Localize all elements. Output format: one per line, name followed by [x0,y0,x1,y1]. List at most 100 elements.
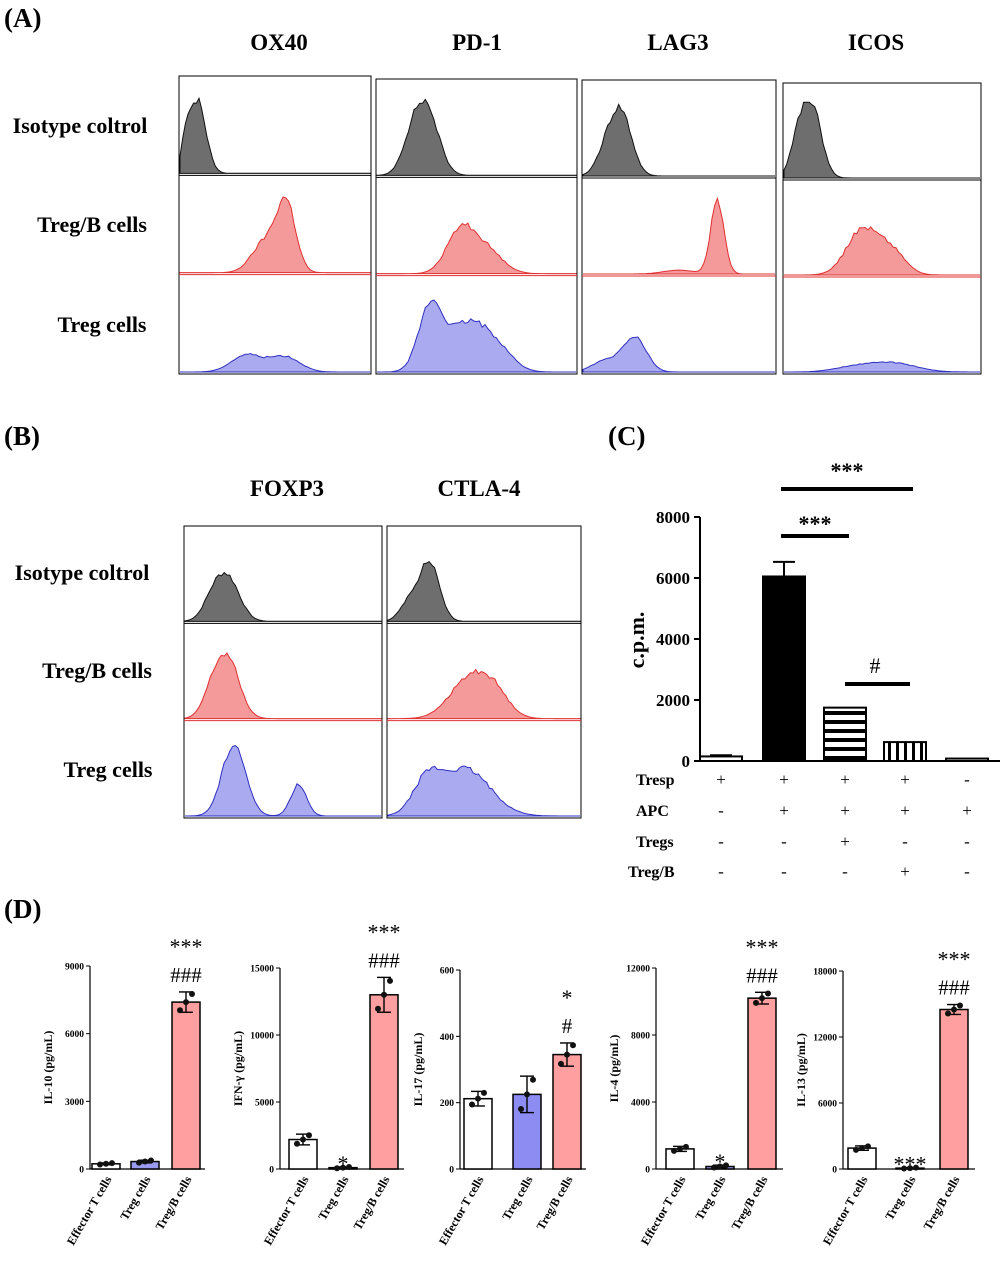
panel-c-condition-label: Tresp [636,772,675,789]
panel-c-condition-label: Tregs [636,834,674,851]
panel-b-frame-ctla4 [386,525,582,819]
panel-d-significance: * [562,985,573,1010]
panel-c-ylabel: c.p.m. [624,612,649,669]
panel-c-bar-1 [699,755,743,762]
panel-c-condition-sign: + [900,770,910,789]
panel-d-ytick-label: 6000 [818,1100,837,1110]
panel-d-category-label: Treg/B cells [153,1173,195,1232]
panel-d-category-label: Treg/B cells [351,1173,393,1232]
panel-d-ytick-label: 4000 [631,1099,650,1109]
panel-c-condition-sign: - [842,862,848,881]
panel-d-data-point [177,1007,183,1014]
panel-c-chart: c.p.m. *** *** # 0 2000 4000 6000 8000 Tresp… [624,458,1000,881]
panel-d-data-point [711,1164,717,1171]
panel-c-condition-sign: + [779,770,789,789]
panel-d-bar-3 [939,1008,969,1170]
panel-c-ytick-label: 2000 [656,691,690,710]
panel-d-data-point [346,1164,352,1171]
panel-b-row-treg: Treg cells [64,757,153,782]
panel-d-bar-1 [463,1097,493,1170]
panel-d-significance: *** [894,1152,927,1177]
panel-d-significance: *** [368,919,401,944]
panel-c-bar-2 [762,575,806,762]
panel-d-category-label: Effector T cells [261,1173,312,1247]
panel-d-data-point [183,999,189,1006]
panel-d-ytick-label: 9000 [65,963,84,973]
panel-d-chart-4: 0 4000 8000 12000 IL-4 (pg/mL) Effector T cel… [607,934,783,1247]
panel-c-ytick-label: 0 [682,752,691,771]
panel-c-condition-sign: - [718,832,724,851]
panel-c-condition-sign: + [900,862,910,881]
panel-c-condition-sign: + [962,801,972,820]
panel-c-bar-4 [883,741,927,763]
panel-d-data-point [765,990,771,997]
panel-d-data-point [671,1147,677,1154]
panel-c-condition-sign: - [718,862,724,881]
panel-d-ytick-label: 0 [79,1166,84,1176]
panel-c-sig-mid: *** [799,511,832,536]
panel-d-data-point [189,990,195,997]
panel-d-ytick-label: 8000 [631,1032,650,1042]
panel-a-histogram-ox40-tregb [179,196,371,274]
panel-c-condition-label: Treg/B [628,864,675,881]
panel-c-condition-sign: + [900,801,910,820]
panel-d-data-point [913,1164,919,1171]
panel-a-marker-lag3: LAG3 [647,30,708,55]
panel-c-condition-sign: - [964,770,970,789]
panel-a-histogram-pd1-tregb [376,222,577,275]
panel-d-bar-3 [369,994,399,1170]
panel-c-bar-5 [945,757,989,762]
panel-d-bar-1 [847,1147,877,1170]
panel-d-data-point [853,1146,859,1153]
panel-c-ytick-label: 4000 [656,630,690,649]
panel-a-label: (A) [4,3,41,33]
panel-d-data-point [957,1002,963,1009]
panel-d-category-label: Treg/B cells [921,1173,963,1232]
panel-d-ytick-label: 12000 [813,1034,837,1044]
panel-b-marker-foxp3: FOXP3 [250,476,324,501]
panel-d-bar-3 [747,997,777,1170]
panel-c-condition-sign: + [840,770,850,789]
panel-d-ytick-label: 0 [269,1166,274,1176]
panel-d-significance: ### [170,963,202,987]
panel-d-ytick-label: 5000 [255,1099,274,1109]
panel-a-histogram-ox40-isotype [179,96,371,174]
panel-d-data-point [340,1164,346,1171]
panel-d-ytick-label: 200 [440,1099,455,1109]
panel-d-ytick-label: 10000 [250,1032,274,1042]
panel-c-condition-sign: - [902,832,908,851]
panel-d-data-point [564,1051,570,1058]
panel-d-ytick-label: 0 [645,1166,650,1176]
panel-c-sig-hash: # [870,653,881,678]
panel-c-condition-sign: - [718,801,724,820]
panel-b-label: (B) [4,421,40,451]
panel-d-bar-3 [552,1053,582,1170]
panel-a-histogram-lag3-isotype [582,103,775,177]
panel-a-marker-ox40: OX40 [250,30,308,55]
panel-d-data-point [136,1159,142,1166]
panel-d-data-point [469,1101,475,1108]
panel-d-data-point [475,1095,481,1102]
panel-d-category-label: Treg cells [882,1173,919,1222]
panel-d-data-point [683,1143,689,1150]
panel-d-chart-5: 0 6000 12000 18000 IL-13 (pg/mL) Effector T c… [794,947,975,1247]
panel-d-data-point [109,1160,115,1167]
panel-d-ytick-label: 3000 [65,1098,84,1108]
panel-d-data-point [530,1076,536,1083]
panel-d-significance: ### [368,948,400,972]
panel-a-histogram-pd1-isotype [376,98,577,176]
panel-c-condition-sign: + [716,770,726,789]
panel-a-histogram-ox40-treg [180,352,370,373]
panel-b-row-isotype: Isotype coltrol [15,560,150,585]
panel-d-significance: *** [746,934,779,959]
panel-d-data-point [865,1143,871,1150]
panel-c-condition-sign: - [964,832,970,851]
panel-d-ytick-label: 18000 [813,968,837,978]
panel-a-marker-icos: ICOS [848,30,904,55]
panel-d-data-point [524,1091,530,1098]
panel-c-condition-sign: + [840,801,850,820]
panel-c-condition-sign: + [779,801,789,820]
panel-d-ytick-label: 0 [832,1166,837,1176]
panel-d-data-point [759,995,765,1002]
